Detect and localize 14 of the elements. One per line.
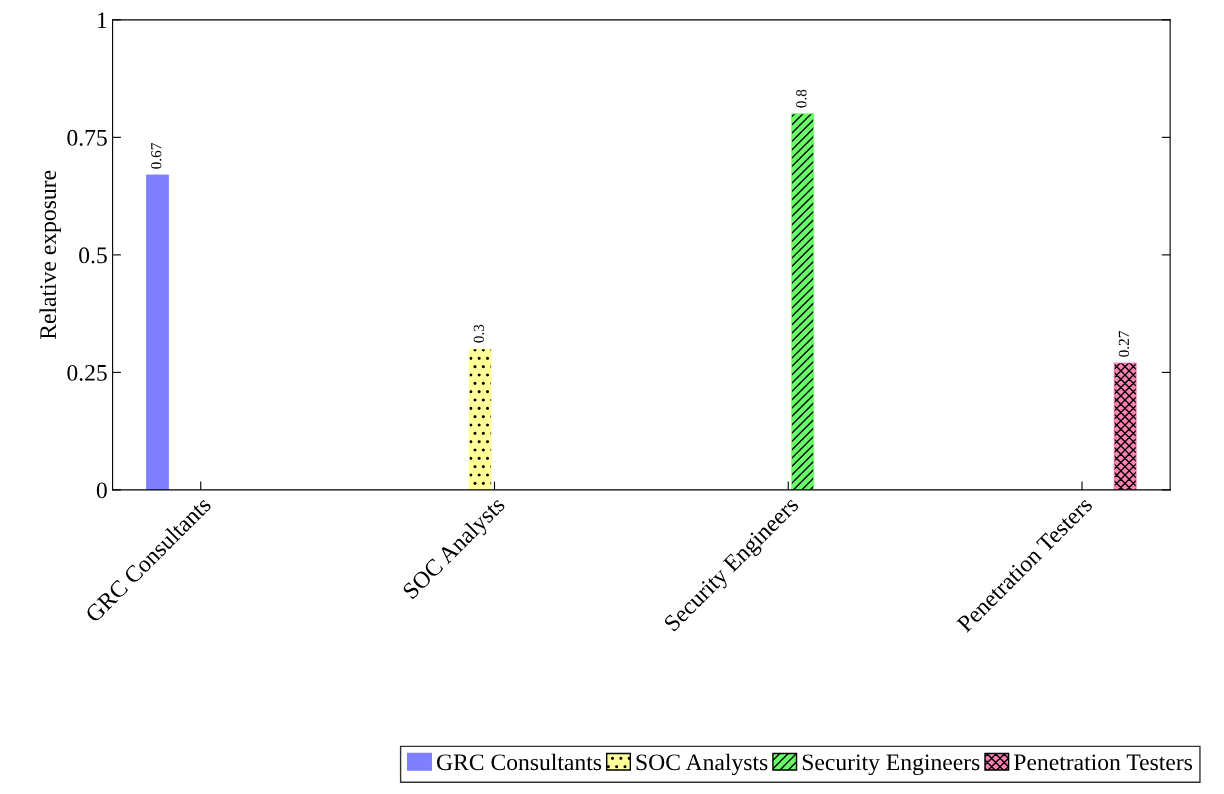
data-label: 0.8	[796, 89, 807, 108]
y-tick-label: 0	[96, 482, 107, 499]
legend-label: Security Engineers	[802, 754, 980, 776]
legend-label: SOC Analysts	[636, 753, 768, 776]
data-label: 0.27	[1118, 331, 1130, 357]
data-label: 0.67	[151, 143, 162, 169]
y-tick-label: 0.25	[67, 364, 107, 381]
legend-label: GRC Consultants	[436, 753, 602, 771]
legend-label: Penetration Testers	[1014, 754, 1193, 771]
y-axis-title: Relative exposure	[39, 170, 61, 340]
y-tick-label: 0.5	[79, 247, 107, 264]
y-tick-label: 1	[98, 12, 107, 29]
data-label: 0.3	[473, 324, 484, 343]
y-tick-label: 0.75	[67, 129, 107, 146]
